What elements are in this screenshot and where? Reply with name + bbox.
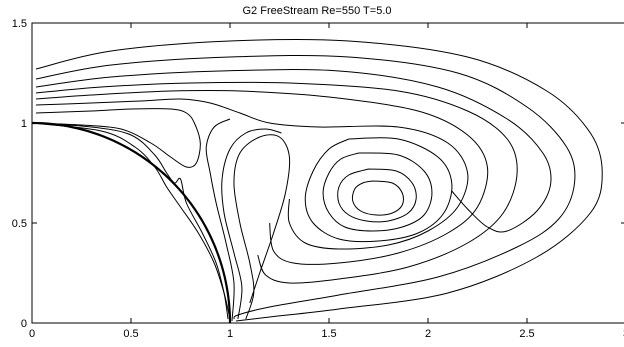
contour-line-shear-3: [31, 122, 231, 320]
chart-title: G2 FreeStream Re=550 T=5.0: [243, 5, 392, 17]
contour-line-outer-4: [35, 81, 518, 284]
contour-line-outer-2: [35, 54, 576, 320]
contour-line-inner-1: [233, 134, 291, 320]
contour-line-outer-5: [35, 89, 489, 265]
x-tick-label-6: 3: [623, 328, 624, 340]
cylinder-surface: [31, 121, 232, 324]
x-tick-label-5: 2.5: [519, 328, 534, 340]
x-tick-label-0: 0: [29, 328, 35, 340]
x-tick-label-3: 1.5: [321, 328, 336, 340]
y-tick-label-1: 0.5: [12, 218, 27, 230]
contour-line-loop-3: [337, 168, 417, 223]
contour-line-outer-6: [35, 98, 469, 250]
contour-line-loop-2: [322, 152, 433, 232]
axis-tick-labels: 0 0.5 1 1.5 2 2.5 3 0 0.5 1 1.5: [12, 18, 624, 340]
axes-frame: [31, 22, 624, 324]
contour-line-inner-2: [221, 128, 282, 320]
streamline-contours: [31, 38, 603, 322]
x-tick-label-2: 1: [227, 328, 233, 340]
contour-line-inner-3: [205, 118, 235, 322]
x-tick-label-1: 0.5: [123, 328, 138, 340]
contour-line-loop-1: [304, 137, 453, 243]
contour-line-shear-2: [31, 122, 229, 320]
contour-line-outer-1: [35, 38, 603, 322]
contour-line-shear-1: [31, 108, 201, 168]
axis-ticks: [31, 22, 624, 324]
x-tick-label-4: 2: [425, 328, 431, 340]
y-tick-label-0: 0: [21, 318, 27, 330]
y-tick-label-2: 1: [21, 118, 27, 130]
contour-line-loop-4: [351, 180, 404, 216]
y-tick-label-3: 1.5: [12, 18, 27, 30]
